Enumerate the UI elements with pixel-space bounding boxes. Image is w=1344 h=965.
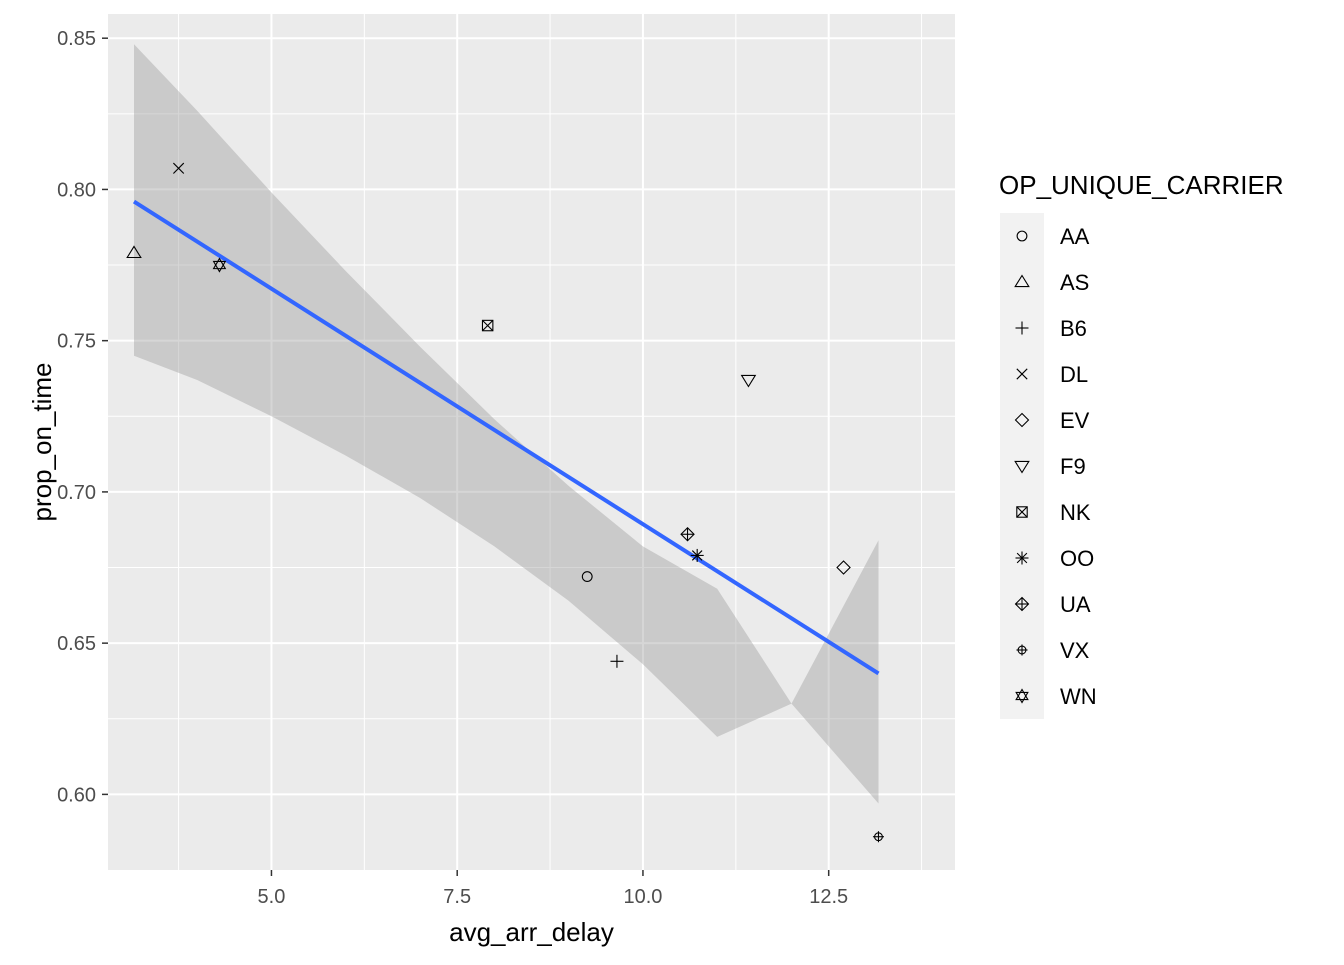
y-tick-label: 0.80 bbox=[57, 179, 96, 201]
legend-label-aa: AA bbox=[1060, 224, 1090, 249]
legend-label-oo: OO bbox=[1060, 546, 1094, 571]
data-point-aa bbox=[581, 571, 593, 583]
data-point-vx bbox=[872, 831, 884, 843]
legend-item-as: AS bbox=[1000, 259, 1089, 305]
legend-item-dl: DL bbox=[1000, 351, 1088, 397]
legend-item-f9: F9 bbox=[1000, 443, 1086, 489]
data-point-f9 bbox=[740, 374, 757, 388]
legend-item-nk: NK bbox=[1000, 489, 1091, 535]
legend-label-as: AS bbox=[1060, 270, 1089, 295]
x-tick-label: 5.0 bbox=[258, 886, 286, 908]
legend-key-nk bbox=[1000, 489, 1044, 535]
legend-key-vx bbox=[1000, 627, 1044, 673]
data-point-ev bbox=[836, 560, 851, 575]
y-tick-label: 0.65 bbox=[57, 633, 96, 655]
confidence-ribbon bbox=[134, 44, 879, 804]
x-tick-label: 10.0 bbox=[623, 886, 662, 908]
legend-key-dl bbox=[1000, 351, 1044, 397]
legend-label-vx: VX bbox=[1060, 638, 1090, 663]
axes-layer: 5.0 7.5 10.0 12.5 0.60 0.65 0.70 0.75 0.80 0.85 bbox=[57, 28, 848, 908]
legend-key-f9 bbox=[1000, 443, 1044, 489]
data-point-ua bbox=[680, 526, 695, 542]
legend-label-b6: B6 bbox=[1060, 316, 1087, 341]
panel-background bbox=[108, 14, 955, 870]
data-point-oo bbox=[690, 548, 704, 562]
confidence-ribbon-layer bbox=[134, 44, 879, 804]
legend-item-ua: UA bbox=[1000, 581, 1091, 627]
legend-key-oo bbox=[1000, 535, 1044, 581]
x-axis-title: avg_arr_delay bbox=[449, 917, 614, 947]
legend-key-as bbox=[1000, 259, 1044, 305]
legend-title: OP_UNIQUE_CARRIER bbox=[999, 170, 1284, 200]
x-tick-label: 7.5 bbox=[443, 886, 471, 908]
legend-key-aa bbox=[1000, 213, 1044, 259]
legend-item-vx: VX bbox=[1000, 627, 1090, 673]
legend-key-wn bbox=[1000, 673, 1044, 719]
legend-item-oo: OO bbox=[1000, 535, 1094, 581]
y-tick-label: 0.85 bbox=[57, 28, 96, 50]
y-tick-label: 0.60 bbox=[57, 784, 96, 806]
data-point-as bbox=[126, 245, 142, 259]
legend-item-wn: WN bbox=[1000, 673, 1097, 719]
legend-label-ev: EV bbox=[1060, 408, 1090, 433]
regression-line-layer bbox=[132, 199, 880, 676]
data-point-b6 bbox=[610, 654, 624, 668]
legend-item-ev: EV bbox=[1000, 397, 1090, 443]
legend-label-dl: DL bbox=[1060, 362, 1088, 387]
legend-item-aa: AA bbox=[1000, 213, 1090, 259]
data-point-nk bbox=[481, 319, 494, 332]
data-point-wn bbox=[212, 257, 227, 273]
legend-label-ua: UA bbox=[1060, 592, 1091, 617]
legend-key-b6 bbox=[1000, 305, 1044, 351]
regression-line bbox=[132, 199, 880, 676]
legend-label-wn: WN bbox=[1060, 684, 1097, 709]
y-axis-title: prop_on_time bbox=[27, 363, 57, 522]
y-tick-label: 0.70 bbox=[57, 482, 96, 504]
y-tick-label: 0.75 bbox=[57, 331, 96, 353]
x-tick-label: 12.5 bbox=[809, 886, 848, 908]
legend: OP_UNIQUE_CARRIER AA AS B6 DL EV F9 NK OO UA VX WN bbox=[999, 170, 1284, 719]
points-layer bbox=[126, 162, 884, 843]
legend-label-f9: F9 bbox=[1060, 454, 1086, 479]
plot-panel bbox=[108, 14, 955, 870]
legend-item-b6: B6 bbox=[1000, 305, 1087, 351]
legend-label-nk: NK bbox=[1060, 500, 1091, 525]
legend-key-ua bbox=[1000, 581, 1044, 627]
legend-key-ev bbox=[1000, 397, 1044, 443]
data-point-dl bbox=[172, 162, 185, 174]
